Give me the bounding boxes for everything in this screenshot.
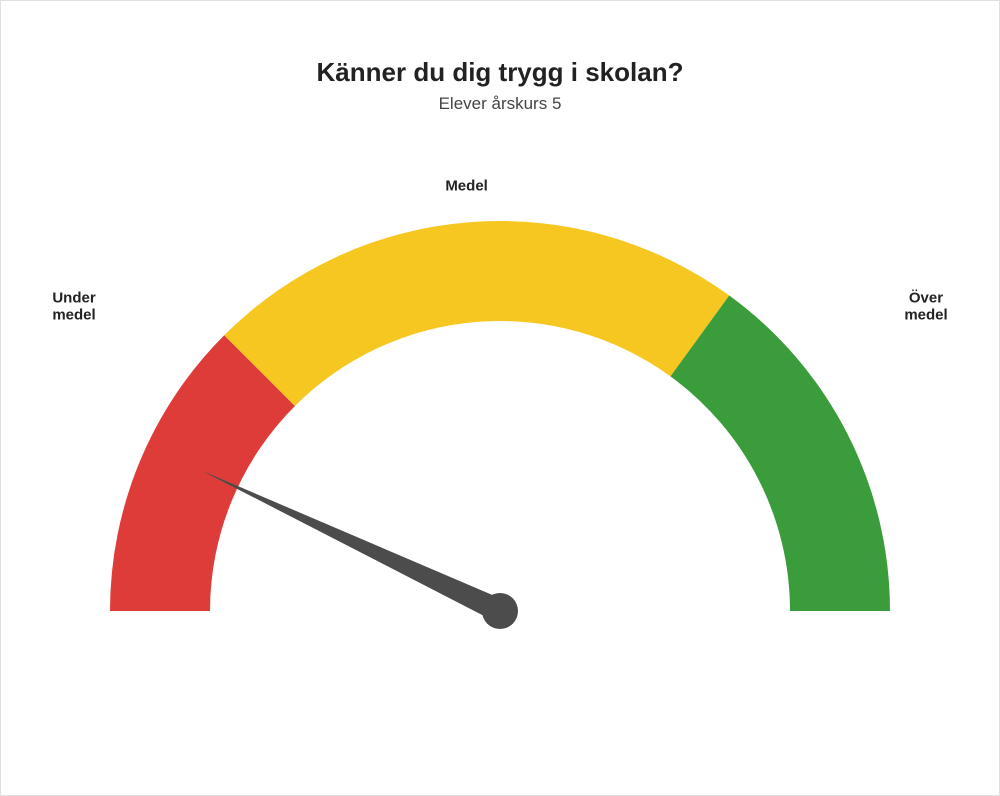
- chart-subtitle: Elever årskurs 5: [1, 94, 999, 114]
- gauge-needle-hub: [482, 593, 518, 629]
- gauge-segment-1: [224, 221, 729, 406]
- gauge-container: Undermedel Medel Övermedel: [1, 151, 999, 651]
- gauge-segment-label-1: Medel: [445, 177, 488, 194]
- gauge-segment-2: [670, 295, 890, 611]
- gauge-chart: Undermedel Medel Övermedel: [40, 151, 960, 651]
- chart-title: Känner du dig trygg i skolan?: [1, 57, 999, 88]
- chart-frame: Känner du dig trygg i skolan? Elever års…: [0, 0, 1000, 796]
- titles: Känner du dig trygg i skolan? Elever års…: [1, 1, 999, 114]
- gauge-segment-label-0: Undermedel: [52, 289, 96, 323]
- gauge-needle: [201, 470, 505, 621]
- gauge-segment-label-2: Övermedel: [904, 289, 947, 323]
